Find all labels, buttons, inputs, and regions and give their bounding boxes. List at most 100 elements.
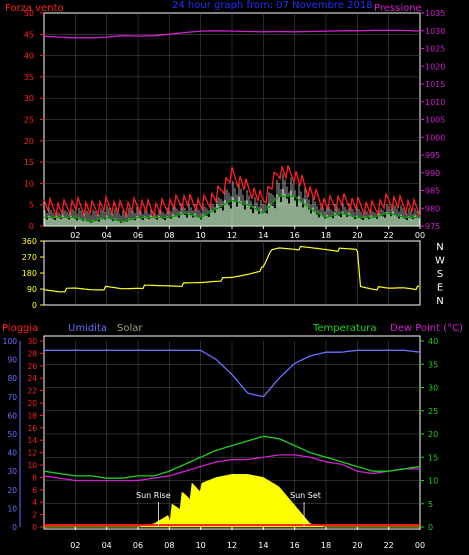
wind-average-line bbox=[44, 195, 420, 223]
time-tick-label: 20 bbox=[352, 541, 362, 550]
humidity-tick-label: 80 bbox=[7, 374, 17, 383]
time-tick-label: 06 bbox=[133, 231, 143, 240]
time-tick-label: 02 bbox=[70, 231, 80, 240]
humidity-tick-label: 50 bbox=[7, 430, 17, 439]
time-tick-label: 22 bbox=[384, 231, 394, 240]
wind-tick-label: 50 bbox=[24, 9, 34, 18]
rain-tick-label: 8 bbox=[32, 473, 37, 482]
direction-tick-label: 270 bbox=[22, 253, 37, 262]
rain-tick-label: 6 bbox=[32, 486, 37, 495]
time-tick-label: 12 bbox=[227, 541, 237, 550]
pressure-tick-label: 1025 bbox=[425, 45, 445, 54]
humidity-axis-title: Umidita bbox=[68, 323, 107, 334]
wind-tick-label: 45 bbox=[24, 30, 34, 39]
wind-tick-label: 20 bbox=[24, 137, 34, 146]
wind-direction-line bbox=[43, 245, 420, 293]
pressure-tick-label: 1020 bbox=[425, 62, 445, 71]
sunset-label: Sun Set bbox=[290, 491, 321, 500]
temperature-series bbox=[43, 349, 421, 528]
temperature-line bbox=[43, 435, 421, 479]
pressure-tick-label: 1015 bbox=[425, 80, 445, 89]
pressure-tick-label: 975 bbox=[425, 222, 440, 231]
pressure-tick-label: 1000 bbox=[425, 133, 445, 142]
direction-tick-label: 180 bbox=[22, 269, 37, 278]
temp-tick-label: 15 bbox=[428, 453, 438, 462]
time-tick-label: 18 bbox=[321, 231, 331, 240]
humidity-tick-label: 70 bbox=[7, 393, 17, 402]
pressure-tick-label: 1005 bbox=[425, 116, 445, 125]
temp-tick-label: 35 bbox=[428, 360, 438, 369]
wind-tick-label: 35 bbox=[24, 73, 34, 82]
temp-tick-label: 0 bbox=[428, 523, 433, 532]
time-tick-label: 00 bbox=[415, 231, 425, 240]
temp-tick-label: 20 bbox=[428, 430, 438, 439]
pressure-tick-label: 980 bbox=[425, 204, 440, 213]
axis-ticks: 0510152025303540455097598098599099510001… bbox=[3, 9, 446, 550]
compass-label: N bbox=[436, 296, 443, 307]
pressure-tick-label: 990 bbox=[425, 169, 440, 178]
sunrise-label: Sun Rise bbox=[136, 491, 171, 500]
wind-pressure-series bbox=[43, 29, 421, 226]
time-tick-label: 08 bbox=[164, 231, 174, 240]
chart-title: 24 hour graph from: 07 Novembre 2018 bbox=[172, 0, 373, 11]
time-tick-label: 14 bbox=[258, 541, 268, 550]
rain-tick-label: 20 bbox=[27, 399, 37, 408]
pressure-tick-label: 995 bbox=[425, 151, 440, 160]
pressure-axis-title: Pressione bbox=[374, 3, 422, 14]
direction-tick-label: 360 bbox=[22, 237, 37, 246]
rain-tick-label: 22 bbox=[27, 387, 37, 396]
direction-tick-label: 90 bbox=[27, 285, 37, 294]
rain-tick-label: 26 bbox=[27, 362, 37, 371]
time-tick-label: 06 bbox=[133, 541, 143, 550]
time-tick-label: 00 bbox=[415, 541, 425, 550]
rain-tick-label: 24 bbox=[27, 374, 37, 383]
rain-axis-title: Pioggia bbox=[2, 323, 38, 334]
compass-label: N bbox=[436, 242, 443, 253]
time-tick-label: 10 bbox=[196, 541, 206, 550]
time-tick-label: 02 bbox=[70, 541, 80, 550]
time-tick-label: 12 bbox=[227, 231, 237, 240]
humidity-tick-label: 60 bbox=[7, 411, 17, 420]
time-tick-label: 18 bbox=[321, 541, 331, 550]
temp-tick-label: 10 bbox=[428, 477, 438, 486]
humidity-tick-label: 40 bbox=[7, 449, 17, 458]
direction-series bbox=[43, 245, 420, 293]
time-tick-label: 22 bbox=[384, 541, 394, 550]
time-tick-label: 20 bbox=[352, 231, 362, 240]
rain-tick-label: 16 bbox=[27, 424, 37, 433]
compass-label: S bbox=[437, 269, 443, 280]
temp-tick-label: 40 bbox=[428, 337, 438, 346]
time-tick-label: 14 bbox=[258, 231, 268, 240]
rain-tick-label: 18 bbox=[27, 411, 37, 420]
dewpoint-axis-title: Dew Point (°C) bbox=[390, 323, 463, 334]
time-tick-label: 16 bbox=[290, 541, 300, 550]
compass-label: E bbox=[437, 283, 443, 294]
wind-tick-label: 10 bbox=[24, 179, 34, 188]
wind-tick-label: 15 bbox=[24, 158, 34, 167]
wind-tick-label: 0 bbox=[29, 222, 34, 231]
rain-tick-label: 4 bbox=[32, 498, 37, 507]
temp-tick-label: 5 bbox=[428, 500, 433, 509]
wind-tick-label: 30 bbox=[24, 94, 34, 103]
time-tick-label: 16 bbox=[290, 231, 300, 240]
humidity-line bbox=[44, 349, 421, 398]
temp-tick-label: 30 bbox=[428, 384, 438, 393]
humidity-tick-label: 20 bbox=[7, 486, 17, 495]
wind-axis-title: Forza vento bbox=[5, 3, 64, 14]
direction-tick-label: 0 bbox=[32, 301, 37, 310]
humidity-tick-label: 90 bbox=[7, 356, 17, 365]
dewpoint-line bbox=[43, 454, 420, 482]
temp-tick-label: 25 bbox=[428, 407, 438, 416]
pressure-tick-label: 1030 bbox=[425, 27, 445, 36]
time-tick-label: 10 bbox=[196, 231, 206, 240]
rain-tick-label: 30 bbox=[27, 337, 37, 346]
pressure-tick-label: 1010 bbox=[425, 98, 445, 107]
time-tick-label: 08 bbox=[164, 541, 174, 550]
humidity-tick-label: 100 bbox=[3, 337, 18, 346]
pressure-tick-label: 985 bbox=[425, 187, 440, 196]
compass-label: W bbox=[435, 256, 445, 267]
wind-speed-line bbox=[43, 165, 421, 219]
solar-axis-title: Solar bbox=[117, 323, 143, 334]
rain-tick-label: 0 bbox=[32, 523, 37, 532]
